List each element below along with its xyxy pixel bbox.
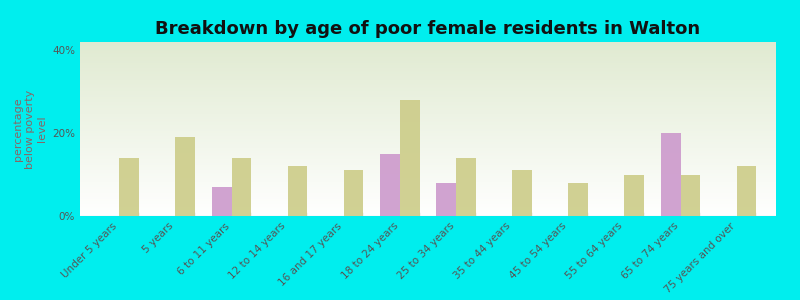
Bar bbox=[380, 154, 400, 216]
Bar bbox=[175, 137, 195, 216]
Bar bbox=[119, 158, 139, 216]
Bar bbox=[344, 170, 363, 216]
Bar bbox=[231, 158, 251, 216]
Bar bbox=[625, 175, 644, 216]
Bar bbox=[512, 170, 532, 216]
Y-axis label: percentage
below poverty
level: percentage below poverty level bbox=[14, 89, 46, 169]
Bar bbox=[737, 166, 756, 216]
Bar bbox=[661, 133, 681, 216]
Title: Breakdown by age of poor female residents in Walton: Breakdown by age of poor female resident… bbox=[155, 20, 701, 38]
Bar bbox=[681, 175, 700, 216]
Bar bbox=[437, 183, 456, 216]
Bar bbox=[212, 187, 231, 216]
Bar bbox=[456, 158, 476, 216]
Bar bbox=[400, 100, 419, 216]
Bar bbox=[288, 166, 307, 216]
Bar bbox=[568, 183, 588, 216]
